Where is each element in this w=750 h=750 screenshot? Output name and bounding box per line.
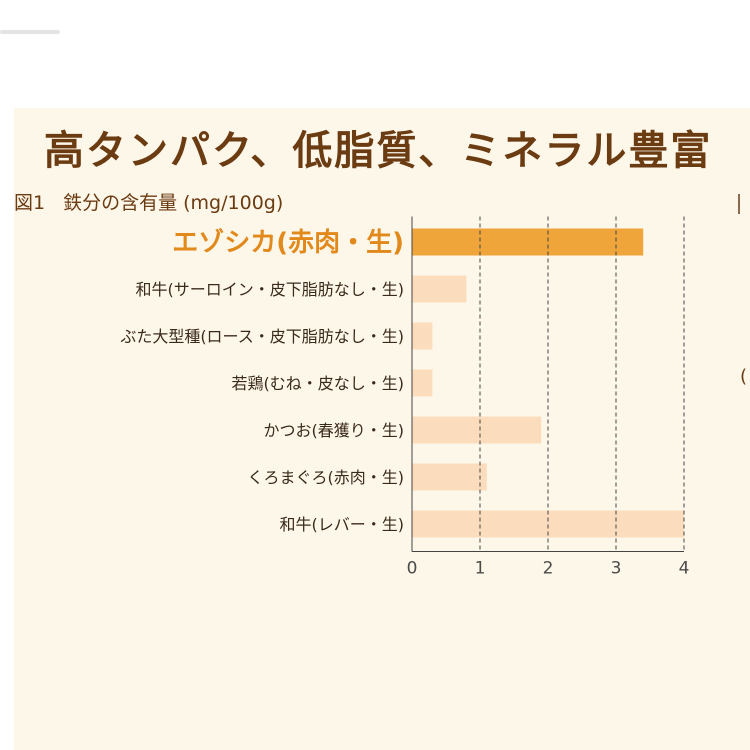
- category-label-0: エゾシカ(赤肉・生): [172, 227, 404, 258]
- x-tick-label-2: 2: [543, 559, 554, 579]
- x-tick-label-3: 3: [611, 559, 622, 579]
- bar-0: [412, 228, 644, 256]
- figure-number: 図1: [14, 192, 46, 214]
- category-label-4: かつお(春獲り・生): [264, 421, 405, 440]
- x-tick-label-0: 0: [407, 559, 418, 579]
- adjacent-figure-bracket: [738, 194, 748, 214]
- bar-4: [412, 416, 542, 444]
- figure-caption-text: 鉄分の含有量 (mg/100g): [63, 192, 284, 214]
- category-label-5: くろまぐろ(赤肉・生): [248, 468, 405, 487]
- bar-5: [412, 463, 487, 491]
- category-label-3: 若鶏(むね・皮なし・生): [232, 374, 405, 393]
- bar-3: [412, 369, 433, 397]
- category-label-2: ぶた大型種(ロース・皮下脂肪なし・生): [120, 327, 404, 346]
- figure-caption: 図1 鉄分の含有量 (mg/100g): [14, 188, 283, 215]
- divider: [0, 30, 60, 34]
- bar-2: [412, 322, 433, 350]
- x-tick-label-1: 1: [475, 559, 486, 579]
- figure-panel: 高タンパク、低脂質、ミネラル豊富 図1 鉄分の含有量 (mg/100g) (: [14, 108, 750, 750]
- category-label-6: 和牛(レバー・生): [280, 515, 405, 534]
- bar-1: [412, 275, 467, 303]
- page-headline: 高タンパク、低脂質、ミネラル豊富: [44, 128, 713, 174]
- iron-content-bar-chart: 0 1 2 3 4 エゾシカ(赤肉・生) 和牛(サーロイン・皮下脂肪なし・生) ぶた大型種(ロ…: [120, 216, 690, 579]
- top-margin: [0, 0, 750, 108]
- category-label-1: 和牛(サーロイン・皮下脂肪なし・生): [136, 280, 405, 299]
- adjacent-figure-fragment: (: [740, 366, 748, 387]
- x-tick-label-4: 4: [679, 559, 690, 579]
